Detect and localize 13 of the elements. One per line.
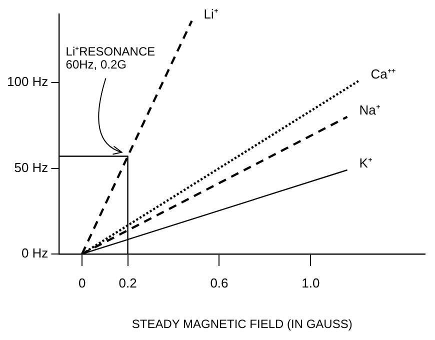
- series-label: K⁺: [359, 156, 372, 171]
- x-tick-label: 0.2: [118, 275, 137, 290]
- x-tick-label: 0.6: [210, 275, 228, 290]
- annotation: Li⁺RESONANCE 60Hz, 0.2G: [66, 44, 156, 72]
- series-label: Li⁺: [204, 6, 218, 22]
- y-tick-label: 0 Hz: [21, 246, 48, 261]
- x-axis-title: STEADY MAGNETIC FIELD (IN GAUSS): [132, 317, 352, 332]
- series-label: Na⁺: [359, 102, 380, 118]
- series-label: Ca⁺⁺: [370, 66, 396, 82]
- x-tick-label: 0: [78, 275, 86, 290]
- x-tick-label: 1.0: [302, 275, 320, 290]
- y-tick-label: 50 Hz: [14, 160, 48, 175]
- y-tick-label: 100 Hz: [6, 74, 48, 90]
